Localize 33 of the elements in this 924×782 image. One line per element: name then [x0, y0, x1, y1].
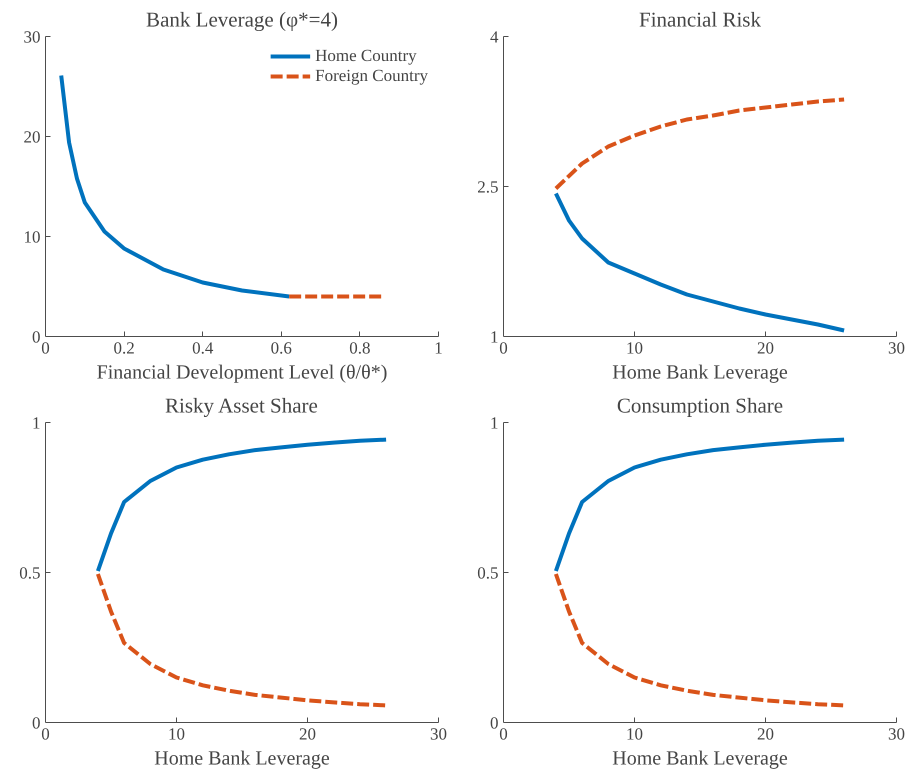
- x-axis-title: Home Bank Leverage: [154, 748, 330, 770]
- y-tick-label: 1: [490, 414, 498, 432]
- x-tick-label: 20: [757, 338, 774, 358]
- y-tick-label: 4: [490, 28, 499, 46]
- legend-label: Home Country: [315, 46, 417, 66]
- y-tick-label: 10: [24, 228, 40, 246]
- y-tick-label: 0.5: [477, 564, 498, 582]
- y-tick-label: 30: [24, 28, 40, 46]
- x-tick-label: 10: [168, 724, 185, 744]
- legend-label: Foreign Country: [315, 66, 428, 86]
- chart-title: Consumption Share: [616, 394, 784, 418]
- x-tick-label: 20: [757, 724, 774, 744]
- x-tick-label: 0.8: [349, 338, 371, 358]
- y-tick-label: 2.5: [477, 178, 498, 196]
- x-axis-title: Home Bank Leverage: [612, 748, 788, 770]
- x-tick-label: 0.2: [113, 338, 135, 358]
- x-axis-title: Home Bank Leverage: [612, 362, 788, 384]
- x-tick-label: 30: [888, 724, 905, 744]
- y-tick-label: 1: [32, 414, 40, 432]
- x-tick-label: 10: [626, 338, 643, 358]
- chart-title: Risky Asset Share: [165, 394, 318, 418]
- x-tick-label: 10: [626, 724, 643, 744]
- x-tick-label: 0.4: [192, 338, 214, 358]
- x-tick-label: 20: [299, 724, 316, 744]
- x-tick-label: 0.6: [270, 338, 292, 358]
- chart-title: Bank Leverage (φ*=4): [146, 8, 338, 32]
- chart-title: Financial Risk: [639, 8, 762, 32]
- x-tick-label: 30: [430, 724, 447, 744]
- x-tick-label: 1: [434, 338, 443, 358]
- y-tick-label: 20: [24, 128, 40, 146]
- y-tick-label: 0.5: [19, 564, 40, 582]
- x-axis-title: Financial Development Level (θ/θ*): [96, 362, 388, 384]
- x-tick-label: 30: [888, 338, 905, 358]
